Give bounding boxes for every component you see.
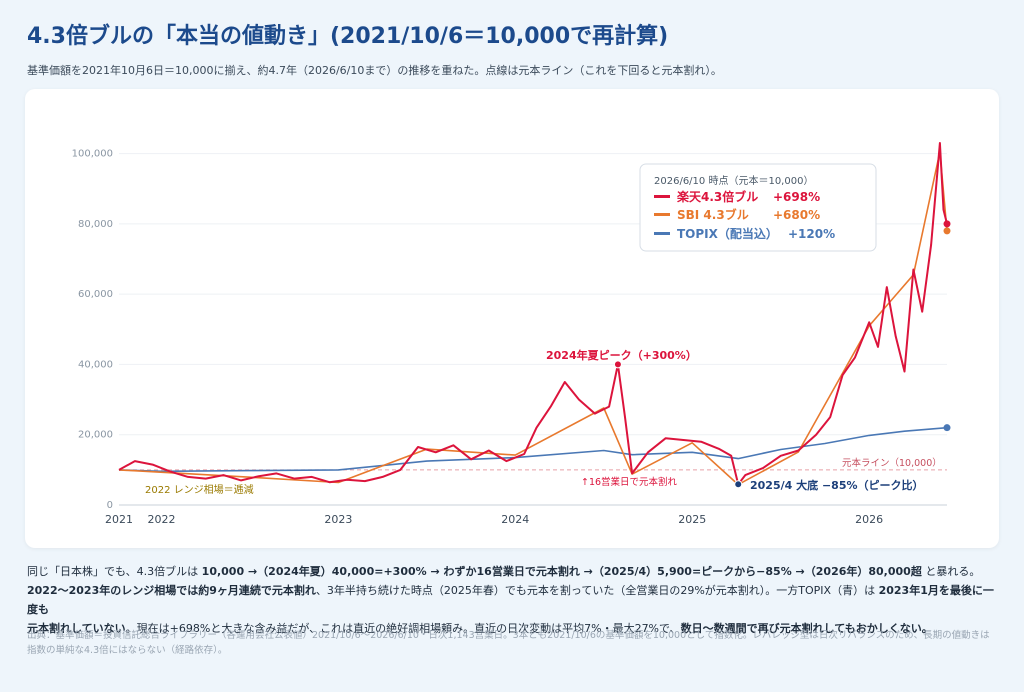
line-chart: 0 20,000 40,000 60,000 80,000 100,000 2021 202… (72, 142, 951, 526)
explanation-line-2: 2022〜2023年のレンジ相場では約9ヶ月連続で元本割れ、3年半持ち続けた時点… (27, 581, 997, 619)
legend-heading: 2026/6/10 時点（元本＝10,000） (654, 174, 813, 187)
legend: 2026/6/10 時点（元本＝10,000） 楽天4.3倍ブル +698% S… (639, 163, 877, 252)
annotation-breach: ↑16営業日で元本割れ (581, 476, 678, 488)
text-bold: 2023年1月を最後に一度も (27, 584, 994, 616)
chart-card: 0 20,000 40,000 60,000 80,000 100,000 2021 202… (25, 89, 999, 548)
page-subtitle: 基準価額を2021年10月6日＝10,000に揃え、約4.7年（2026/6/1… (27, 64, 722, 77)
peak-marker (613, 360, 622, 369)
text-bold: 2022〜2023年のレンジ相場では約9ヶ月連続で元本割れ (27, 584, 316, 597)
legend-swatch-topix (654, 232, 670, 235)
explanation-line-1: 同じ「日本株」でも、4.3倍ブルは 10,000 →（2024年夏）40,000… (27, 562, 997, 581)
series-end-point-1 (943, 227, 951, 235)
text-span: 、3年半持ち続けた時点（2025年春）でも元本を割っていた（全営業日の29%が元… (315, 584, 879, 597)
legend-swatch-sbi (654, 213, 670, 216)
annotation-range: 2022 レンジ相場＝逓減 (145, 483, 254, 496)
y-tick-label: 60,000 (78, 289, 113, 300)
text-bold: 元本割れしていない (27, 622, 126, 635)
annotation-peak: 2024年夏ピーク（+300%） (546, 348, 697, 362)
explanation-text: 同じ「日本株」でも、4.3倍ブルは 10,000 →（2024年夏）40,000… (27, 562, 997, 638)
legend-value-topix: +120% (788, 227, 835, 241)
explanation-line-3: 元本割れしていない。現在は+698%と大きな含み益だが、これは直近の絶好調相場頼… (27, 619, 997, 638)
source-note: 出典：基準価額＝投資信託総合ライブラリー（各運用会社公表値）2021/10/6〜… (27, 628, 997, 658)
y-tick-label: 100,000 (72, 149, 113, 160)
legend-label-sbi: SBI 4.3ブル (677, 207, 749, 222)
text-bold: 数日〜数週間で再び元本割れしてもおかしくない。 (680, 622, 933, 635)
series-end-point-2 (943, 424, 951, 432)
series-line-0 (118, 142, 948, 486)
x-tick-label: 2025 (678, 513, 706, 526)
legend-label-rakuten: 楽天4.3倍ブル (677, 189, 758, 204)
text-span: 同じ「日本株」でも、4.3倍ブルは (27, 565, 202, 578)
annotation-principal: 元本ライン（10,000） (842, 457, 942, 469)
y-tick-label: 80,000 (78, 219, 113, 230)
x-tick-label: 2026 (855, 513, 883, 526)
legend-label-topix: TOPIX（配当込） (677, 226, 778, 241)
text-bold: 10,000 →（2024年夏）40,000=+300% → わずか16営業日で… (201, 565, 922, 578)
source-line-2: 指数の単純な4.3倍にはならない（経路依存）。 (27, 645, 228, 656)
series-end-point-0 (943, 220, 951, 228)
legend-value-rakuten: +698% (773, 190, 820, 204)
series-line-1 (118, 150, 948, 486)
page-title: 4.3倍ブルの「本当の値動き」(2021/10/6＝10,000で再計算) (27, 24, 669, 49)
legend-value-sbi: +680% (773, 208, 820, 222)
text-span: 。現在は+698%と大きな含み益だが、これは直近の絶好調相場頼み。直近の日次変動… (125, 622, 681, 635)
y-tick-label: 40,000 (78, 359, 113, 370)
y-tick-label: 0 (107, 500, 113, 511)
x-tick-label: 2021 (105, 513, 133, 526)
x-tick-label: 2022 (147, 513, 175, 526)
text-span: と暴れる。 (921, 565, 981, 578)
source-line-1: 出典：基準価額＝投資信託総合ライブラリー（各運用会社公表値）2021/10/6〜… (27, 630, 990, 641)
x-tick-label: 2023 (324, 513, 352, 526)
x-tick-label: 2024 (501, 513, 529, 526)
series-line-2 (118, 426, 948, 473)
bottom-marker (734, 480, 743, 489)
legend-swatch-rakuten (654, 195, 670, 198)
y-tick-label: 20,000 (78, 430, 113, 441)
annotation-bottom: 2025/4 大底 −85%（ピーク比） (750, 478, 924, 492)
